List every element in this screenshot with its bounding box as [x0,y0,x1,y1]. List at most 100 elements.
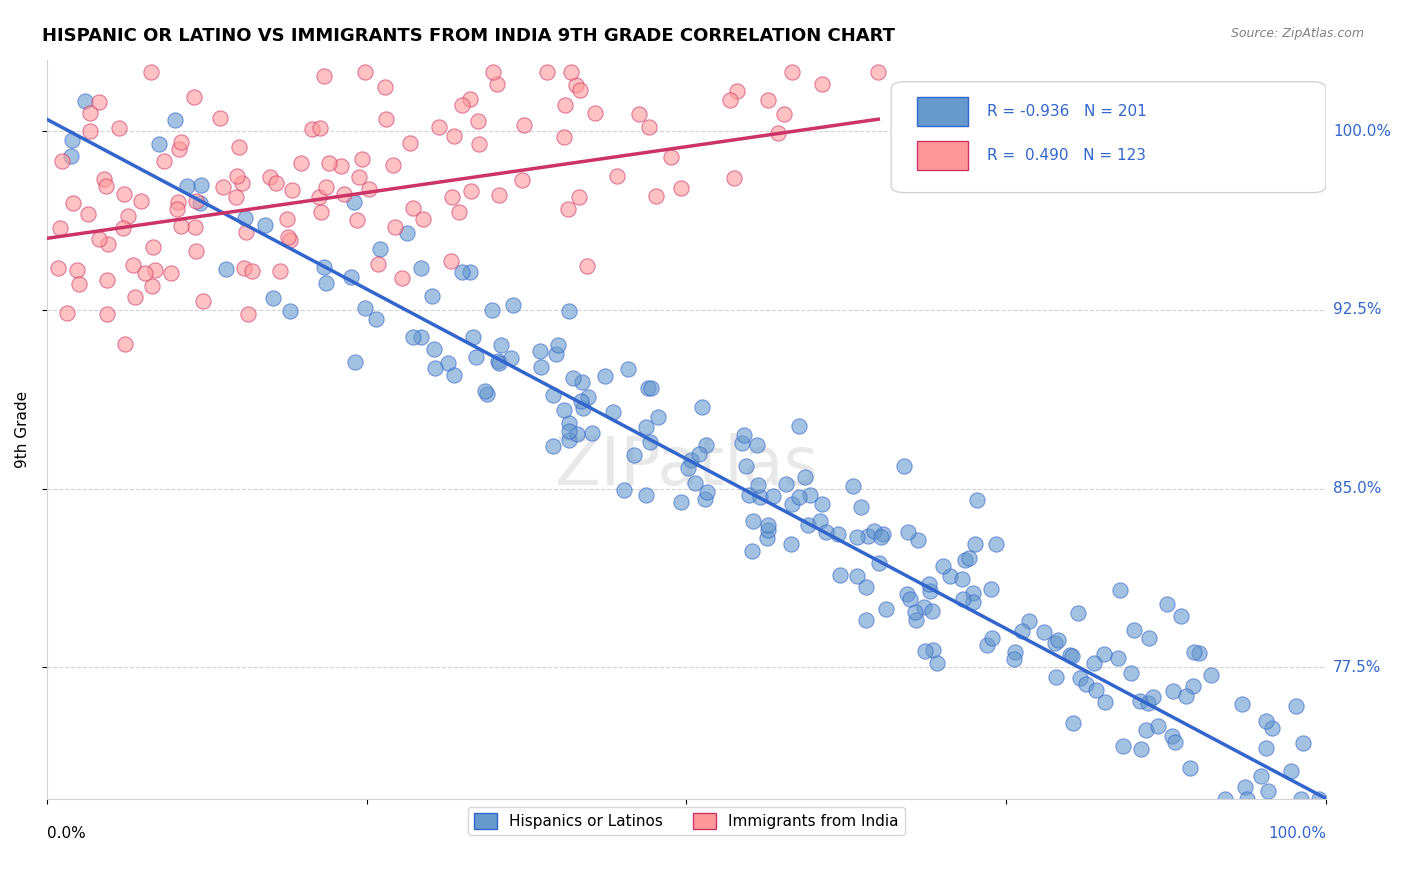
Point [124,290,146,304]
Point [1083,657,1105,671]
Point [690,400,713,414]
Point [679,453,702,467]
Point [1046,632,1069,647]
Point [756,517,779,532]
Point [932,559,955,574]
Point [399,136,422,151]
Point [1137,631,1160,645]
Point [1092,647,1115,661]
Point [436,356,458,370]
Point [367,257,389,271]
Point [1084,682,1107,697]
Point [225,169,247,183]
Text: 100.0%: 100.0% [1268,826,1326,841]
Point [1147,719,1170,733]
Point [558,303,581,318]
Point [772,107,794,121]
Point [572,401,595,416]
Point [562,370,585,384]
Point [347,169,370,184]
Point [688,447,710,461]
Point [1129,694,1152,708]
Point [745,438,768,452]
Point [513,118,536,132]
Point [695,438,717,452]
Point [60,149,83,163]
Bar [917,141,967,170]
Point [1076,677,1098,691]
Point [581,425,603,440]
Point [756,93,779,107]
Point [423,361,446,376]
Point [638,435,661,450]
Point [191,293,214,308]
Point [1250,769,1272,783]
Point [51,153,73,168]
Point [547,338,569,352]
Point [166,202,188,216]
Point [235,211,257,225]
Point [314,69,336,83]
Point [799,488,821,502]
Point [793,469,815,483]
Point [468,137,491,152]
Point [111,220,134,235]
Point [458,265,481,279]
Point [893,459,915,474]
Point [567,190,589,204]
Point [67,277,90,291]
Point [896,587,918,601]
Point [733,427,755,442]
Point [142,240,165,254]
Point [856,528,879,542]
Point [412,212,434,227]
Point [560,64,582,78]
Point [443,128,465,143]
Point [56,306,79,320]
Point [567,426,589,441]
Point [921,604,943,618]
Point [502,298,524,312]
Point [606,169,628,183]
Point [340,269,363,284]
Point [160,267,183,281]
Point [209,111,232,125]
Point [920,584,942,599]
Point [212,179,235,194]
Point [723,171,745,186]
Point [966,493,988,508]
Point [190,195,212,210]
Point [79,105,101,120]
Point [60,133,83,147]
Point [669,495,692,509]
Point [872,527,894,541]
Point [370,242,392,256]
Point [167,143,190,157]
Point [485,78,508,92]
Point [1199,668,1222,682]
Point [441,190,464,204]
Point [62,195,84,210]
Text: Source: ZipAtlas.com: Source: ZipAtlas.com [1230,27,1364,40]
Point [962,585,984,599]
Point [402,201,425,215]
Point [647,409,669,424]
Point [1066,606,1088,620]
Point [344,355,367,369]
Point [645,189,668,203]
Point [278,233,301,247]
Point [395,227,418,241]
Point [235,225,257,239]
Text: 77.5%: 77.5% [1333,660,1381,675]
Point [775,476,797,491]
Point [741,544,763,558]
Point [939,569,962,583]
Point [350,153,373,167]
Point [569,393,592,408]
Point [980,582,1002,596]
Text: 0.0%: 0.0% [46,826,86,841]
Point [846,530,869,544]
Point [1011,624,1033,639]
Point [568,83,591,97]
Point [281,183,304,197]
